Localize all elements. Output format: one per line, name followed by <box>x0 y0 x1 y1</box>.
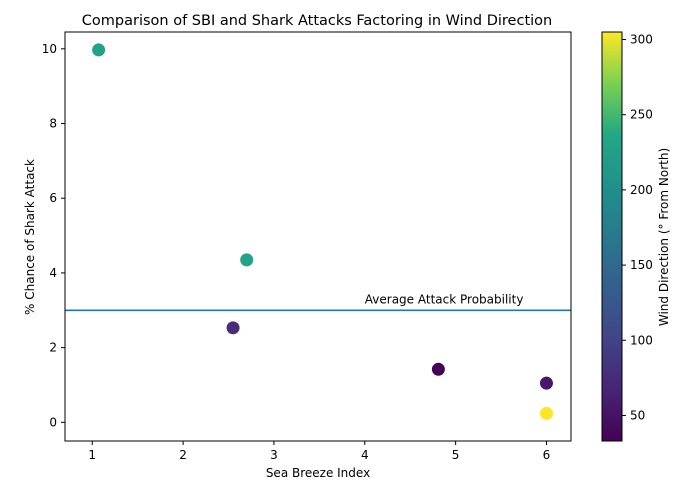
scatter-point <box>431 362 445 376</box>
y-tick-label: 6 <box>49 191 57 205</box>
y-axis-label: % Chance of Shark Attack <box>23 159 37 315</box>
colorbar-tick-label: 50 <box>630 408 645 422</box>
colorbar-tick-label: 250 <box>630 108 653 122</box>
x-tick-label: 5 <box>452 448 460 462</box>
scatter-point <box>226 321 240 335</box>
colorbar-tick-label: 300 <box>630 33 653 47</box>
colorbar <box>601 31 623 442</box>
scatter-point <box>240 253 254 267</box>
colorbar-tick-label: 100 <box>630 333 653 347</box>
chart-title: Comparison of SBI and Shark Attacks Fact… <box>82 13 552 29</box>
colorbar-tick-label: 150 <box>630 258 653 272</box>
x-tick-label: 2 <box>179 448 187 462</box>
colorbar-label: Wind Direction (° From North) <box>657 148 671 326</box>
x-axis-label: Sea Breeze Index <box>266 466 370 480</box>
reference-line-label: Average Attack Probability <box>365 292 524 306</box>
y-tick-label: 10 <box>42 42 57 56</box>
colorbar-axis: 50 100 150 200 250 300 <box>622 33 653 422</box>
y-axis: 0 2 4 6 8 10 <box>42 42 65 429</box>
x-tick-label: 3 <box>270 448 278 462</box>
scatter-point <box>539 406 553 420</box>
plot-frame <box>64 31 572 442</box>
x-tick-label: 1 <box>88 448 96 462</box>
y-tick-label: 0 <box>49 415 57 429</box>
y-tick-label: 8 <box>49 117 57 131</box>
y-tick-label: 4 <box>49 266 57 280</box>
x-tick-label: 4 <box>361 448 369 462</box>
scatter-point <box>92 43 106 57</box>
scatter-point <box>539 376 553 390</box>
plot-area: Average Attack Probability <box>65 43 571 420</box>
x-axis: 1 2 3 4 5 6 <box>88 441 550 462</box>
y-tick-label: 2 <box>49 341 57 355</box>
x-tick-label: 6 <box>543 448 551 462</box>
colorbar-tick-label: 200 <box>630 183 653 197</box>
